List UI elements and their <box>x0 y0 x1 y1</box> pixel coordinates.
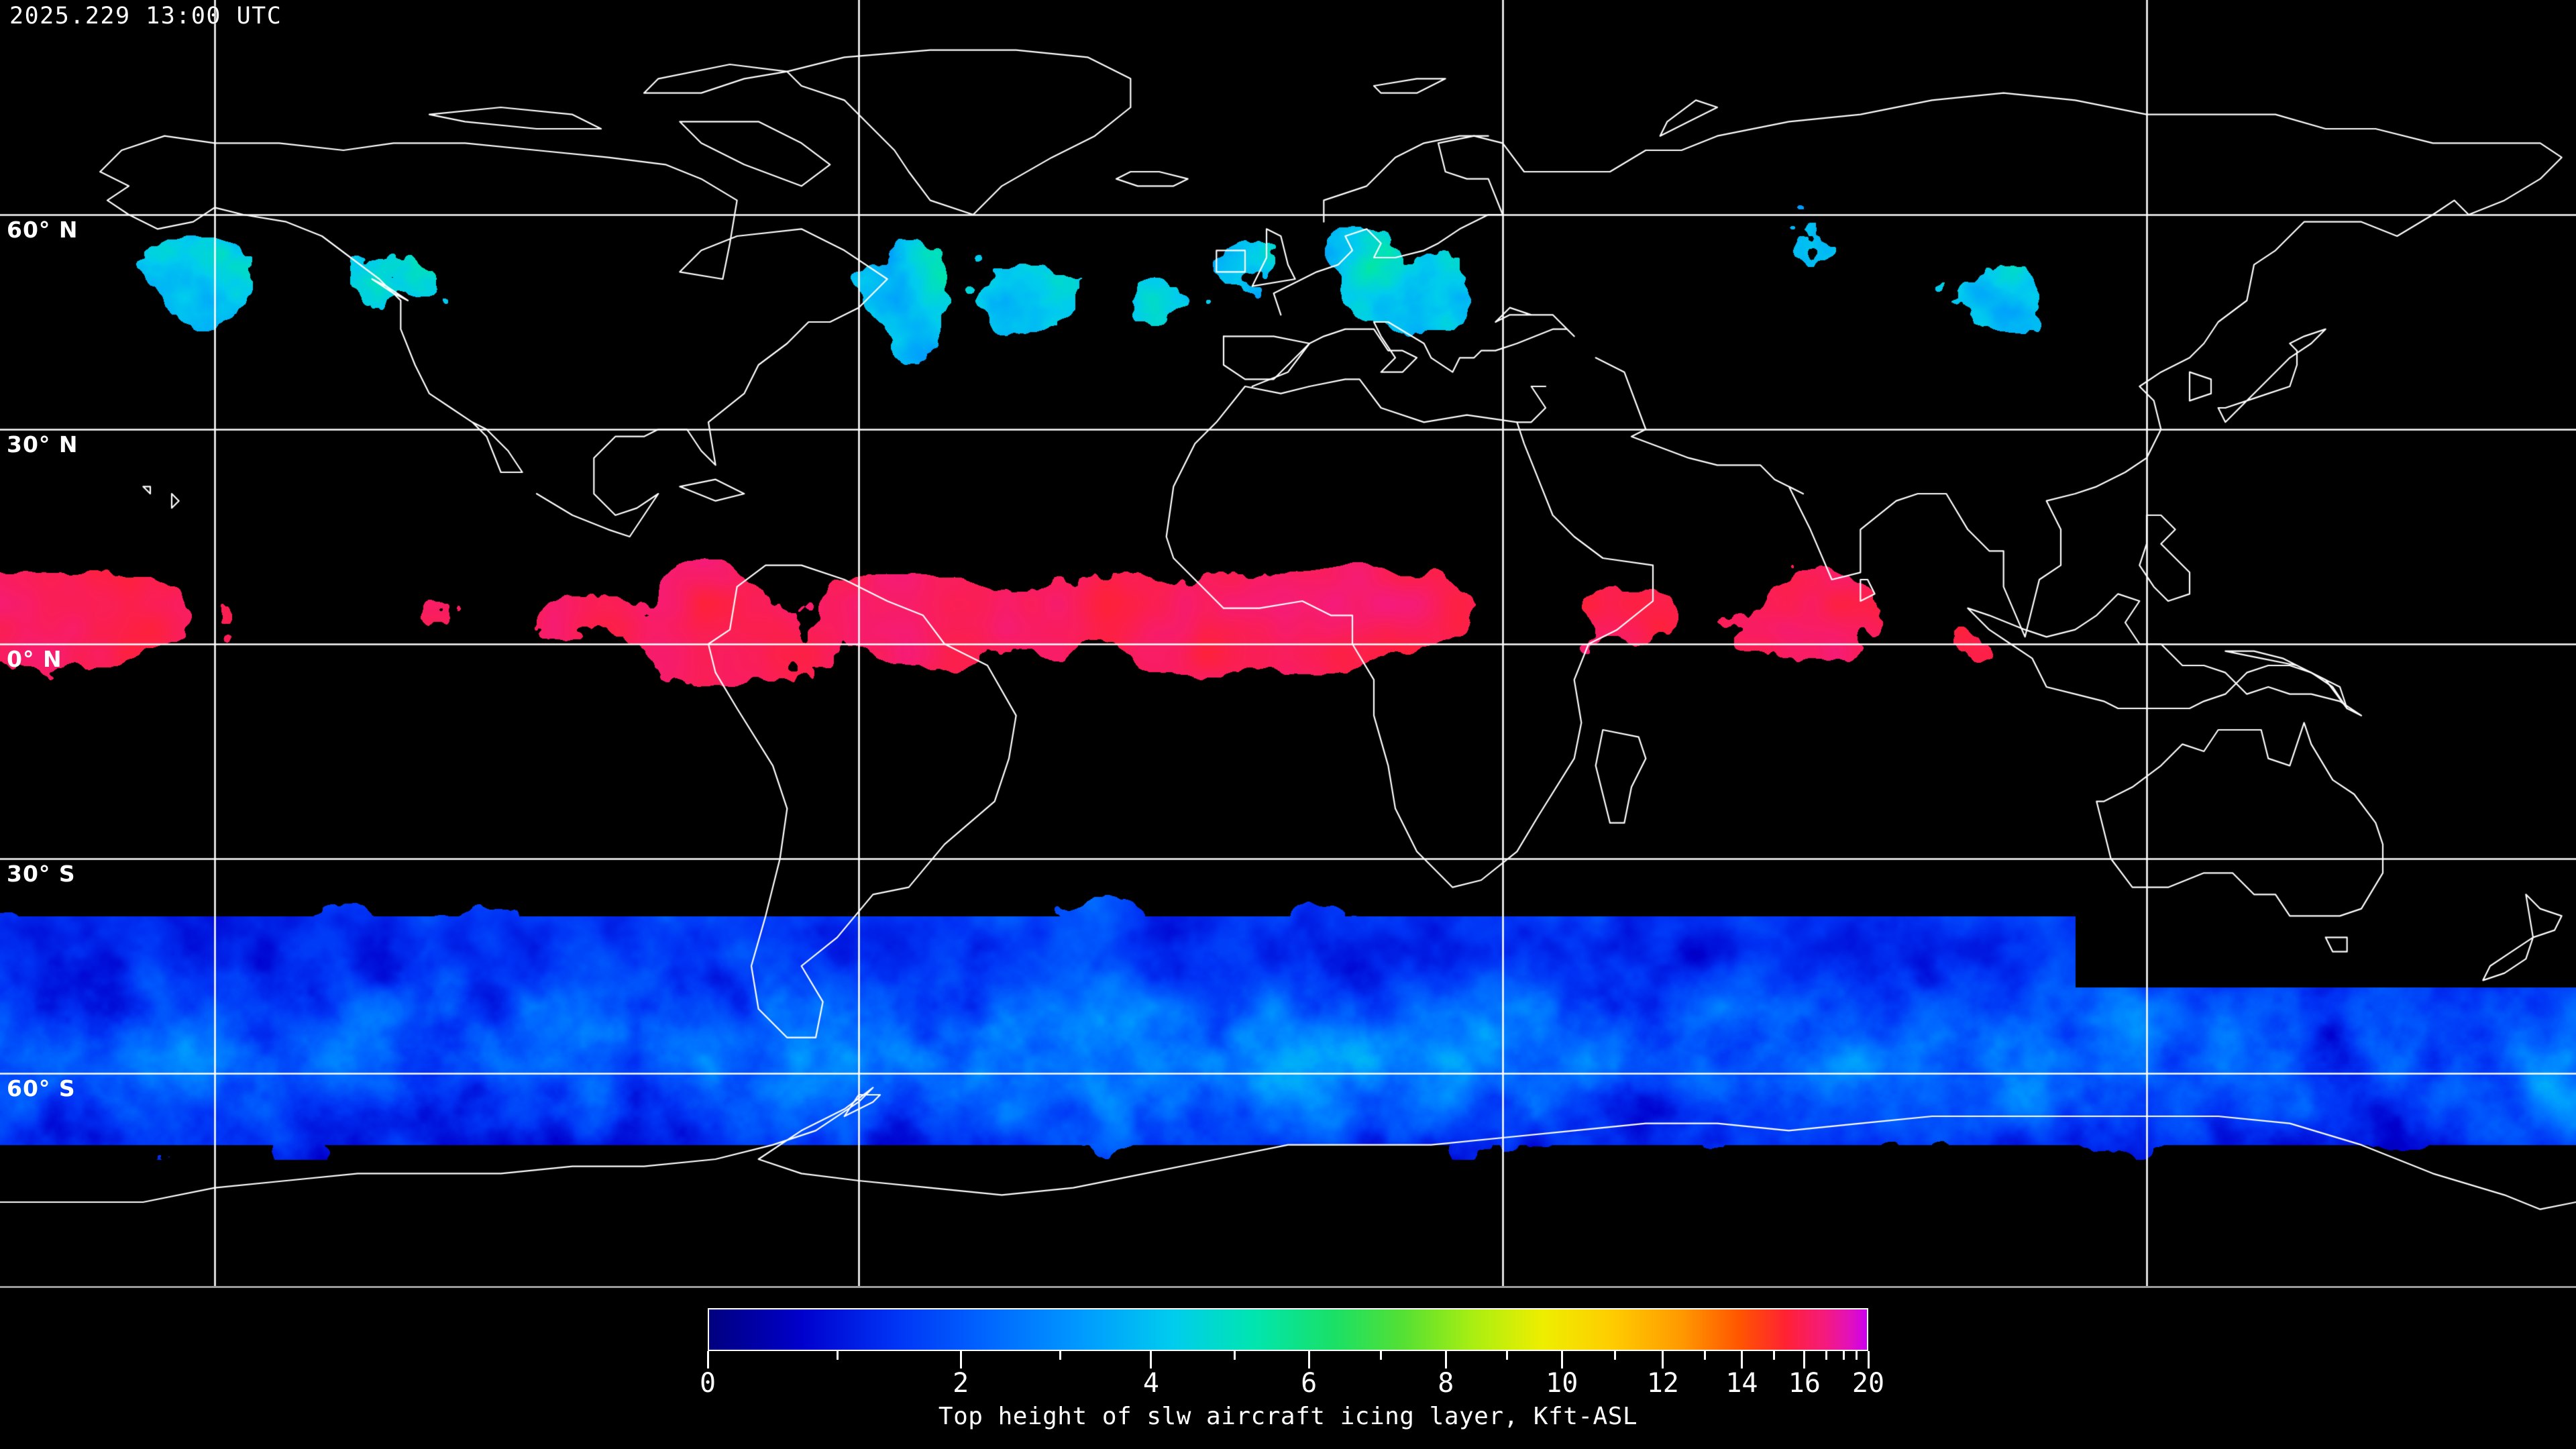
latitude-label-0: 0° N <box>7 646 62 672</box>
colorbar-minor-tick-2 <box>1233 1351 1236 1360</box>
latitude-label-30: 30° N <box>7 431 78 458</box>
colorbar-ticks <box>706 1351 1870 1368</box>
latitude-label-neg60: 60° S <box>7 1075 76 1102</box>
colorbar-gradient <box>709 1309 1867 1350</box>
colorbar-tick-12 <box>1662 1351 1664 1368</box>
colorbar-tick-6 <box>1307 1351 1310 1368</box>
colorbar-caption: Top height of slw aircraft icing layer, … <box>938 1403 1638 1430</box>
colorbar-minor-tick-9 <box>1843 1351 1845 1360</box>
colorbar-tick-14 <box>1740 1351 1743 1368</box>
colorbar-tick-20 <box>1867 1351 1870 1368</box>
colorbar-label-10: 10 <box>1546 1368 1578 1399</box>
colorbar-minor-tick-7 <box>1773 1351 1776 1360</box>
colorbar-tick-8 <box>1444 1351 1447 1368</box>
colorbar-minor-tick-0 <box>837 1351 839 1360</box>
colorbar-tick-4 <box>1150 1351 1152 1368</box>
colorbar-tick-0 <box>706 1351 709 1368</box>
colorbar-label-20: 20 <box>1851 1368 1885 1399</box>
colorbar-label-8: 8 <box>1438 1368 1454 1399</box>
colorbar-tick-2 <box>959 1351 962 1368</box>
colorbar-tick-10 <box>1560 1351 1563 1368</box>
colorbar-label-14: 14 <box>1725 1368 1758 1399</box>
colorbar-minor-tick-10 <box>1856 1351 1858 1360</box>
colorbar-minor-tick-4 <box>1506 1351 1509 1360</box>
colorbar-label-4: 4 <box>1142 1368 1159 1399</box>
colorbar-minor-tick-1 <box>1059 1351 1062 1360</box>
latitude-label-60: 60° N <box>7 217 78 243</box>
colorbar-tick-16 <box>1803 1351 1806 1368</box>
colorbar-label-16: 16 <box>1788 1368 1821 1399</box>
colorbar-gradient-bar <box>708 1308 1868 1351</box>
colorbar-label-6: 6 <box>1301 1368 1318 1399</box>
colorbar-minor-tick-5 <box>1614 1351 1617 1360</box>
colorbar-label-12: 12 <box>1646 1368 1679 1399</box>
map-data-canvas[interactable] <box>0 0 2576 1288</box>
colorbar-minor-tick-6 <box>1703 1351 1706 1360</box>
latitude-label-neg30: 30° S <box>7 861 76 887</box>
colorbar-minor-tick-3 <box>1379 1351 1382 1360</box>
colorbar-tick-labels: 0 2 4 6 8 10 12 14 16 20 <box>700 1368 1884 1399</box>
colorbar-block: 0 2 4 6 8 10 12 14 16 20 Top height of slw aircra… <box>0 1288 2576 1449</box>
colorbar-minor-tick-8 <box>1825 1351 1828 1360</box>
colorbar-label-2: 2 <box>953 1368 969 1399</box>
colorbar-label-0: 0 <box>699 1368 716 1399</box>
timestamp-label: 2025.229 13:00 UTC <box>9 3 282 30</box>
colorbar-wrap: 0 2 4 6 8 10 12 14 16 20 Top height of slw aircra… <box>700 1308 1884 1449</box>
map-panel[interactable] <box>0 0 2576 1288</box>
